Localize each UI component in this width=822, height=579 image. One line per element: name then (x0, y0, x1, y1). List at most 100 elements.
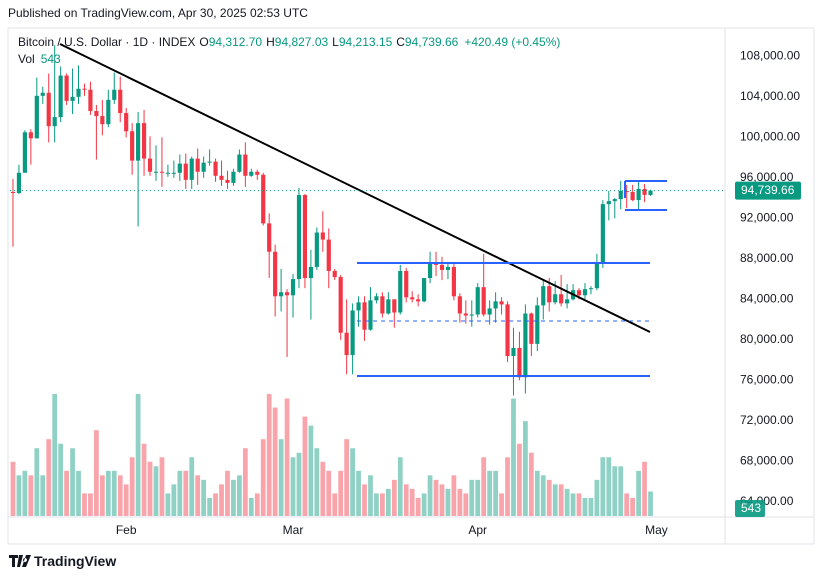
y-tick-label: 96,000.00 (740, 170, 794, 184)
candle-body (183, 163, 188, 180)
volume-bar (397, 457, 403, 516)
volume-bar (558, 484, 564, 516)
volume-bar (58, 443, 64, 516)
volume-bar (153, 466, 159, 516)
candle-body (392, 299, 397, 313)
volume-bar (16, 475, 22, 516)
candle-body (106, 99, 111, 125)
candle-body (219, 175, 224, 180)
trend-line (59, 43, 651, 333)
volume-bar (415, 497, 421, 516)
volume-bar (40, 475, 46, 516)
volume-bar (34, 448, 40, 516)
volume-bar (385, 488, 391, 516)
volume-bar (171, 484, 177, 516)
candle-body (547, 286, 552, 303)
candle-body (612, 199, 617, 202)
symbol: Bitcoin / U.S. Dollar · 1D · INDEX (18, 35, 196, 49)
candle-body (541, 286, 546, 306)
candle-body (576, 290, 582, 296)
y-tick-label: 68,000.00 (740, 453, 794, 467)
volume-bar (135, 394, 141, 516)
volume-bar (46, 439, 52, 516)
volume-bar (457, 488, 463, 516)
volume-bar (648, 491, 653, 516)
volume-bar (225, 470, 230, 516)
candle-body (606, 201, 611, 205)
candle-body (76, 88, 81, 97)
candle-body (231, 171, 236, 183)
candle-body (94, 111, 99, 117)
candle-body (213, 161, 218, 176)
candle-body (469, 314, 474, 316)
last-price-box (735, 181, 801, 200)
candle-body (290, 279, 296, 296)
candle-body (279, 292, 284, 297)
volume-bar (332, 493, 338, 516)
candle-body (10, 192, 16, 194)
candle-body (267, 223, 272, 252)
ohlc-key: L (332, 35, 339, 49)
y-tick-label: 84,000.00 (740, 291, 794, 305)
volume-bar (28, 475, 34, 516)
volume-bar (189, 457, 195, 516)
volume-bar (552, 484, 558, 516)
volume-bar (22, 470, 28, 516)
candle-body (302, 195, 308, 279)
candle-body (141, 123, 147, 159)
candle-body (308, 266, 313, 279)
volume-bar (350, 448, 355, 516)
volume-bar (433, 479, 439, 516)
volume-bar (314, 448, 320, 516)
volume-bar (403, 484, 409, 516)
volume-bar (534, 470, 540, 516)
candle-body (124, 113, 129, 132)
volume-value: 543 (40, 52, 61, 66)
y-tick-label: 104,000.00 (740, 89, 800, 103)
volume-bar (177, 470, 183, 516)
volume-bar (427, 475, 433, 516)
volume-bar (517, 443, 522, 516)
volume-bar (511, 398, 516, 516)
volume-bar (499, 493, 504, 516)
volume-bar (606, 457, 612, 516)
candle-body (70, 96, 75, 101)
candle-body (600, 204, 605, 264)
candle-body (255, 171, 260, 175)
volume-bar (475, 479, 481, 516)
volume-bar (564, 488, 570, 516)
volume-bar (278, 439, 284, 516)
candle-body (648, 190, 653, 195)
volume-bar (368, 475, 373, 516)
volume-bar (213, 493, 218, 516)
volume-bar (624, 493, 630, 516)
volume-bar (123, 484, 129, 516)
candle-body (195, 158, 200, 172)
candle-body (332, 270, 337, 278)
volume-bar (94, 430, 99, 516)
ohlc-key: O (199, 35, 209, 49)
volume-bar (439, 484, 445, 516)
volume-bar (505, 457, 510, 516)
candle-body (225, 179, 230, 183)
brand-logo (9, 555, 31, 567)
volume-bar (201, 479, 207, 516)
candle-body (34, 95, 39, 139)
ohlc-key: H (266, 35, 275, 49)
candle-body (398, 270, 403, 313)
price-change: +420.49 (+0.45%) (464, 35, 561, 49)
candle-body (618, 190, 623, 200)
volume-bar (642, 461, 647, 516)
candle-body (16, 172, 22, 194)
candle-body (118, 89, 123, 114)
volume-bar (254, 493, 260, 516)
candle-body (320, 232, 325, 240)
volume-bar (99, 475, 105, 516)
volume-bar (64, 470, 69, 516)
candle-body (296, 195, 302, 280)
volume-layer (10, 394, 653, 516)
volume-bar (618, 466, 624, 516)
candle-body (52, 117, 57, 127)
candle-body (273, 251, 278, 297)
